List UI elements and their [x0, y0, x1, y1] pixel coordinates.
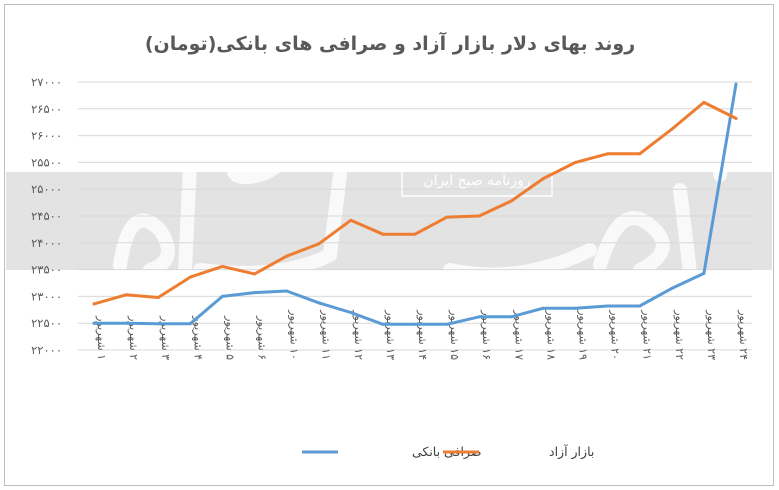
data-point — [702, 100, 706, 104]
data-point — [509, 315, 513, 319]
data-point — [156, 295, 160, 299]
y-tick-label: ۲۳۰۰۰ — [31, 289, 62, 303]
x-tick-label: ۱۷ شهریور — [512, 309, 525, 360]
y-tick-label: ۲۶۰۰۰ — [31, 129, 62, 143]
legend: صرافی بانکی بازار آزاد — [302, 444, 594, 460]
x-tick-label: ۳ شهریور — [159, 315, 172, 360]
y-tick-label: ۲۲۰۰۰ — [31, 343, 62, 357]
series-lines — [92, 82, 738, 326]
data-point — [509, 199, 513, 203]
data-point — [573, 306, 577, 310]
x-tick-label: ۵ شهریور — [223, 315, 236, 360]
watermark-source: روزنامه صبح ایران — [423, 173, 530, 189]
data-point — [285, 254, 289, 258]
x-tick-label: ۱۲ شهریور — [352, 309, 365, 360]
x-tick-label: ۱۸ شهریور — [544, 309, 557, 360]
x-tick-label: ۲۱ شهریور — [641, 309, 654, 360]
y-tick-label: ۲۴۰۰۰ — [31, 236, 62, 250]
watermark-logo — [113, 105, 730, 282]
data-point — [220, 264, 224, 268]
data-point — [734, 82, 738, 86]
data-point — [477, 315, 481, 319]
chart-title: روند بهای دلار بازار آزاد و صرافی های با… — [145, 31, 635, 55]
x-tick-label: ۱۴ شهریور — [416, 309, 429, 360]
x-tick-label: ۲۳ شهریور — [705, 309, 718, 360]
x-tick-label: ۱۶ شهریور — [480, 309, 493, 360]
data-point — [606, 152, 610, 156]
data-point — [670, 127, 674, 131]
watermark-label-box — [401, 159, 553, 197]
x-tick-label: ۶ شهریور — [256, 315, 269, 360]
data-point — [124, 321, 128, 325]
data-point — [381, 322, 385, 326]
data-point — [477, 214, 481, 218]
data-point — [541, 306, 545, 310]
y-axis: ۲۲۰۰۰ ۲۲۵۰۰ ۲۳۰۰۰ ۲۳۵۰۰ ۲۴۰۰۰ ۲۴۵۰۰ ۲۵۰۰۰ ۲۵۵۰۰… — [31, 75, 62, 357]
data-point — [349, 218, 353, 222]
x-tick-label: ۲۴ شهریور — [737, 309, 750, 360]
data-point — [253, 291, 257, 295]
x-tick-label: ۲ شهریور — [127, 315, 140, 360]
data-point — [317, 301, 321, 305]
y-tick-label: ۲۲۵۰۰ — [31, 316, 62, 330]
data-point — [638, 304, 642, 308]
data-point — [381, 232, 385, 236]
y-tick-label: ۲۳۵۰۰ — [31, 263, 62, 277]
data-point — [445, 215, 449, 219]
legend-label-free-market: بازار آزاد — [549, 444, 594, 460]
data-point — [413, 232, 417, 236]
y-tick-label: ۲۴۵۰۰ — [31, 209, 62, 223]
data-point — [606, 304, 610, 308]
data-point — [541, 176, 545, 180]
data-point — [670, 286, 674, 290]
data-point — [413, 322, 417, 326]
data-point — [317, 242, 321, 246]
x-tick-label: ۱۵ شهریور — [448, 309, 461, 360]
data-point — [188, 275, 192, 279]
data-point — [188, 322, 192, 326]
x-tick-label: ۲۲ شهریور — [673, 309, 686, 360]
data-point — [156, 322, 160, 326]
x-tick-label: ۴ شهریور — [191, 315, 204, 360]
x-tick-label: ۱۳ شهریور — [384, 309, 397, 360]
data-point — [734, 116, 738, 120]
x-tick-label: ۱۱ شهریور — [320, 309, 333, 360]
y-tick-label: ۲۵۰۰۰ — [31, 182, 62, 196]
data-point — [702, 271, 706, 275]
data-point — [253, 272, 257, 276]
data-point — [349, 310, 353, 314]
y-tick-label: ۲۵۵۰۰ — [31, 155, 62, 169]
data-point — [638, 152, 642, 156]
x-tick-label: ۱۹ شهریور — [576, 309, 589, 360]
y-tick-label: ۲۷۰۰۰ — [31, 75, 62, 89]
data-point — [124, 293, 128, 297]
data-point — [285, 289, 289, 293]
x-tick-label: ۲۰ شهریور — [609, 309, 622, 360]
x-tick-label: ۱۰ شهریور — [288, 309, 301, 360]
x-axis: ۱ شهریور ۲ شهریور ۳ شهریور ۴ شهریور ۵ شهریور… — [95, 309, 750, 360]
grid-lines — [78, 81, 752, 351]
x-tick-label: ۱ شهریور — [95, 315, 108, 360]
data-point — [573, 160, 577, 164]
y-tick-label: ۲۶۵۰۰ — [31, 102, 62, 116]
data-point — [445, 322, 449, 326]
data-point — [92, 302, 96, 306]
watermark: روزنامه صبح ایران — [6, 105, 772, 282]
data-point — [220, 294, 224, 298]
data-point — [92, 321, 96, 325]
